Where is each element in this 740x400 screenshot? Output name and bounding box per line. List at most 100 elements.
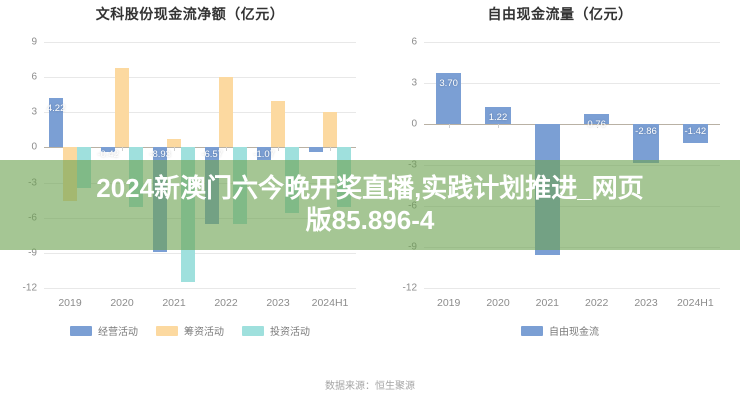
bar — [219, 76, 233, 148]
y-axis-tick-label: -9 — [28, 247, 37, 259]
gridline-3 — [44, 112, 356, 114]
left-chart-panel: 文科股份现金流净额（亿元） 9 6 3 0 -3 -6 -9 -12 2019 4.22 2020 -… — [0, 0, 380, 360]
y-axis-tick-label: 3 — [31, 106, 37, 118]
bar: 0.76 — [583, 113, 610, 130]
gridline-0 — [44, 147, 356, 149]
x-axis-tick-label: 2020 — [110, 297, 134, 309]
gridline--6 — [424, 206, 720, 207]
y-axis-tick-label: -12 — [402, 282, 417, 294]
legend-swatch-icon — [521, 325, 543, 336]
y-axis-tick-label: -9 — [408, 241, 417, 253]
bar-value-label: -8.93 — [149, 149, 171, 161]
right-plot-area: 6 3 0 -3 -6 -9 -12 2019 3.70 2020 1.22 2021 2022 0.76… — [403, 37, 720, 309]
bar — [232, 147, 247, 225]
legend-label: 自由现金流 — [549, 327, 599, 338]
left-chart-title: 文科股份现金流净额（亿元） — [95, 6, 285, 22]
left-chart-legend: 经营活动 筹资活动 投资活动 — [0, 323, 380, 338]
gridline-9 — [44, 42, 356, 43]
legend-label: 筹资活动 — [184, 327, 224, 338]
bar: -1.42 — [682, 124, 709, 144]
bar-value-label: -6.57 — [201, 149, 223, 161]
x-axis-tick-label: 2023 — [634, 297, 658, 309]
x-axis-tick-mark — [226, 147, 227, 152]
gridline--12 — [424, 288, 720, 289]
x-axis-tick-label: 2021 — [162, 297, 186, 309]
x-axis-tick-label: 2022 — [214, 297, 238, 309]
y-axis-tick-label: -12 — [22, 282, 37, 294]
gridline--9 — [424, 247, 720, 248]
gridline-0 — [424, 124, 720, 125]
legend-item[interactable]: 投资活动 — [242, 323, 310, 338]
y-axis-tick-label: 6 — [31, 71, 37, 83]
bar — [128, 147, 143, 208]
bar-value-label: 0.76 — [587, 118, 606, 130]
bar: -1.07 — [253, 147, 275, 160]
bar: -8.93 — [149, 147, 171, 253]
x-axis-tick-label: 2019 — [58, 297, 82, 309]
x-axis-tick-label: 2019 — [436, 297, 461, 309]
bar — [167, 138, 181, 148]
legend-item[interactable]: 经营活动 — [70, 323, 138, 338]
y-axis-tick-label: -3 — [28, 177, 37, 189]
legend-label: 投资活动 — [270, 327, 310, 338]
gridline-6 — [424, 42, 720, 43]
bar-value-label: 4.22 — [46, 102, 66, 114]
y-axis-tick-label: 9 — [31, 36, 37, 48]
x-axis-tick-label: 2021 — [535, 297, 560, 309]
y-axis-tick-label: -3 — [408, 159, 417, 171]
bar — [309, 147, 324, 152]
x-axis-tick-mark — [122, 147, 123, 152]
x-axis-tick-label: 2020 — [486, 297, 510, 309]
bar-value-label: -2.86 — [635, 126, 657, 137]
right-chart-panel: 自由现金流量（亿元） 6 3 0 -3 -6 -9 -12 2019 3.70 2020 1.22 2… — [380, 0, 740, 360]
gridline-6 — [44, 77, 356, 79]
x-axis-tick-mark — [498, 124, 499, 128]
x-axis-tick-mark — [174, 147, 175, 152]
bar-value-label: 1.22 — [488, 112, 508, 124]
bar — [534, 124, 561, 255]
x-axis-tick-mark — [596, 124, 598, 128]
y-axis-tick-label: 6 — [411, 36, 417, 48]
x-axis-tick-label: 2024H1 — [311, 297, 349, 309]
y-axis-tick-label: 0 — [411, 118, 417, 130]
y-axis-tick-label: 3 — [411, 77, 417, 89]
bar — [323, 112, 337, 148]
legend-item[interactable]: 自由现金流 — [521, 323, 599, 338]
right-chart-title: 自由现金流量（亿元） — [487, 6, 633, 22]
gridline--6 — [44, 217, 356, 219]
legend-swatch-icon — [156, 325, 178, 336]
gridline--12 — [44, 288, 356, 289]
x-axis-tick-label: 2024H1 — [676, 297, 714, 309]
gridline--3 — [424, 165, 720, 166]
bar — [63, 147, 77, 202]
bar-value-label: -1.42 — [684, 126, 707, 137]
bar — [271, 100, 285, 148]
bar — [336, 147, 351, 208]
gridline-3 — [424, 83, 720, 84]
bar: 1.22 — [485, 107, 511, 124]
bar: -0.42 — [97, 147, 119, 160]
legend-label: 经营活动 — [98, 327, 138, 338]
legend-item[interactable]: 筹资活动 — [156, 323, 224, 338]
bar — [284, 147, 299, 214]
bar — [115, 68, 129, 148]
y-axis-tick-label: 0 — [31, 141, 37, 153]
x-axis-tick-mark — [330, 147, 331, 152]
bar: -2.86 — [633, 124, 659, 164]
x-axis-tick-mark — [448, 124, 450, 128]
gridline--3 — [44, 182, 356, 184]
y-axis-tick-label: -6 — [408, 200, 417, 212]
left-plot-area: 9 6 3 0 -3 -6 -9 -12 2019 4.22 2020 -0.42 2021 -8.93 2… — [23, 37, 356, 309]
x-axis-tick-label: 2022 — [584, 297, 609, 309]
right-chart-legend: 自由现金流 — [380, 323, 740, 338]
bar-value-label: -1.07 — [253, 149, 275, 161]
legend-swatch-icon — [70, 325, 92, 336]
bar: 4.22 — [47, 97, 65, 148]
data-source-note: 数据来源：恒生聚源 — [325, 381, 415, 392]
x-axis-tick-label: 2023 — [266, 297, 290, 309]
x-axis-tick-mark — [278, 147, 279, 152]
bar — [180, 147, 195, 283]
bar: -6.57 — [201, 147, 223, 225]
y-axis-tick-label: -6 — [28, 212, 37, 224]
